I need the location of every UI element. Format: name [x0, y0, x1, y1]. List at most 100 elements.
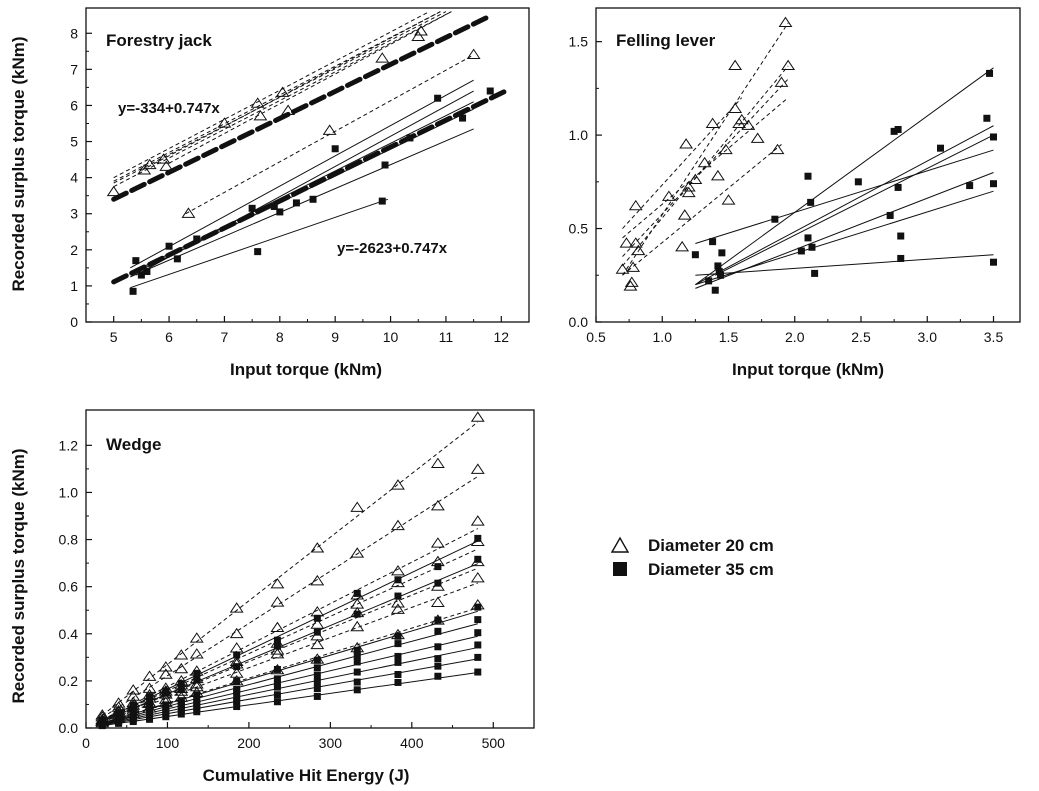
data-point-open-triangle — [470, 463, 485, 474]
data-point-filled-square — [146, 698, 154, 706]
y-tick-label: 2 — [70, 242, 78, 258]
data-point-filled-square — [177, 710, 185, 718]
model-line-thick-dashed — [111, 87, 510, 285]
data-point-open-triangle — [126, 684, 141, 695]
data-point-filled-square — [353, 652, 361, 660]
data-point-filled-square — [474, 641, 482, 649]
fit-line-solid — [695, 190, 994, 286]
fit-line-solid — [102, 658, 478, 726]
fit-line-dashed — [622, 97, 789, 239]
data-point-open-triangle — [728, 102, 743, 114]
data-point-filled-square — [353, 646, 361, 654]
data-point-open-triangle — [411, 30, 426, 41]
data-point-open-triangle — [350, 547, 365, 558]
data-point-filled-square — [394, 576, 402, 584]
fit-line-dashed — [622, 144, 782, 276]
panel-title: Forestry jack — [106, 31, 212, 50]
panel-wedge: Wedge Cumulative Hit Energy (J) Recorded… — [9, 409, 535, 785]
data-point-filled-square — [434, 627, 442, 635]
data-point-filled-square — [177, 707, 185, 715]
data-point-filled-square — [233, 697, 241, 705]
data-point-open-triangle — [628, 199, 643, 211]
x-tick-label: 11 — [439, 329, 454, 345]
data-point-filled-square — [270, 203, 278, 211]
data-point-filled-square — [273, 698, 281, 706]
data-point-filled-square — [165, 242, 173, 250]
data-point-open-triangle — [675, 240, 690, 252]
fit-line-solid — [695, 125, 994, 286]
data-point-open-triangle — [270, 644, 285, 655]
data-point-open-triangle — [310, 618, 325, 629]
data-point-open-triangle — [628, 237, 643, 248]
data-point-open-triangle — [770, 143, 785, 155]
data-point-filled-square — [313, 678, 321, 686]
x-tick-label: 0 — [82, 735, 90, 751]
data-point-filled-square — [115, 719, 123, 727]
y-tick-label: 7 — [70, 61, 78, 77]
plot-frame — [85, 7, 530, 323]
data-point-open-triangle — [270, 648, 285, 659]
y-tick-label: 0.0 — [569, 314, 589, 330]
y-tick-label: 0.8 — [59, 532, 79, 548]
data-point-open-triangle — [310, 638, 325, 650]
y-tick-label: 1 — [70, 278, 78, 294]
data-point-filled-square — [709, 238, 717, 246]
x-tick-label: 1.0 — [653, 329, 673, 345]
data-point-filled-square — [937, 144, 944, 152]
data-point-filled-square — [193, 708, 201, 716]
data-point-open-triangle — [270, 621, 285, 633]
panel-title: Felling lever — [616, 31, 716, 50]
x-tick-label: 3.5 — [984, 329, 1004, 345]
data-point-open-triangle — [270, 596, 285, 607]
data-point-open-triangle — [615, 263, 630, 274]
data-point-filled-square — [273, 665, 281, 673]
x-tick-label: 500 — [482, 735, 506, 751]
fit-line-dashed — [101, 421, 479, 716]
data-point-filled-square — [715, 268, 723, 276]
data-point-filled-square — [691, 251, 699, 259]
data-point-filled-square — [331, 145, 339, 153]
fit-line-solid — [695, 149, 994, 244]
data-point-open-triangle — [679, 138, 694, 149]
data-point-open-triangle — [137, 164, 152, 175]
data-point-open-triangle — [681, 186, 696, 198]
data-point-filled-square — [990, 258, 997, 266]
data-point-open-triangle — [156, 153, 171, 164]
data-point-filled-square — [797, 247, 805, 255]
data-point-filled-square — [353, 589, 361, 597]
data-point-open-triangle — [624, 276, 639, 287]
fit-line-dashed — [622, 97, 743, 229]
data-point-open-triangle — [741, 119, 756, 130]
y-tick-label: 4 — [70, 170, 78, 186]
x-tick-label: 300 — [319, 735, 343, 751]
data-point-filled-square — [394, 652, 402, 660]
fit-line-dashed — [113, 11, 452, 188]
data-point-open-triangle — [142, 682, 157, 693]
data-point-open-triangle — [626, 261, 641, 272]
data-point-filled-square — [434, 643, 442, 651]
data-point-filled-square — [233, 677, 241, 685]
annotation-equation-35cm: y=-2623+0.747x — [337, 240, 448, 257]
data-point-filled-square — [459, 114, 467, 122]
data-point-open-triangle — [430, 537, 445, 548]
data-point-open-triangle — [189, 632, 204, 643]
legend-label-35cm: Diameter 35 cm — [648, 560, 774, 579]
data-point-filled-square — [808, 243, 816, 251]
fit-line-dashed — [622, 22, 789, 276]
data-point-filled-square — [132, 257, 140, 265]
data-point-filled-square — [705, 277, 713, 285]
y-tick-label: 1.0 — [59, 484, 79, 500]
fit-line-dashed — [113, 11, 447, 184]
data-point-filled-square — [254, 248, 262, 256]
data-point-open-triangle — [158, 661, 173, 672]
data-point-open-triangle — [661, 190, 676, 201]
data-point-filled-square — [313, 628, 321, 636]
data-point-filled-square — [353, 658, 361, 666]
data-point-open-triangle — [774, 76, 789, 87]
data-point-filled-square — [273, 675, 281, 683]
data-point-open-triangle — [414, 25, 428, 36]
x-tick-label: 1.5 — [719, 329, 739, 345]
data-point-open-triangle — [174, 662, 189, 674]
data-point-filled-square — [313, 614, 321, 622]
